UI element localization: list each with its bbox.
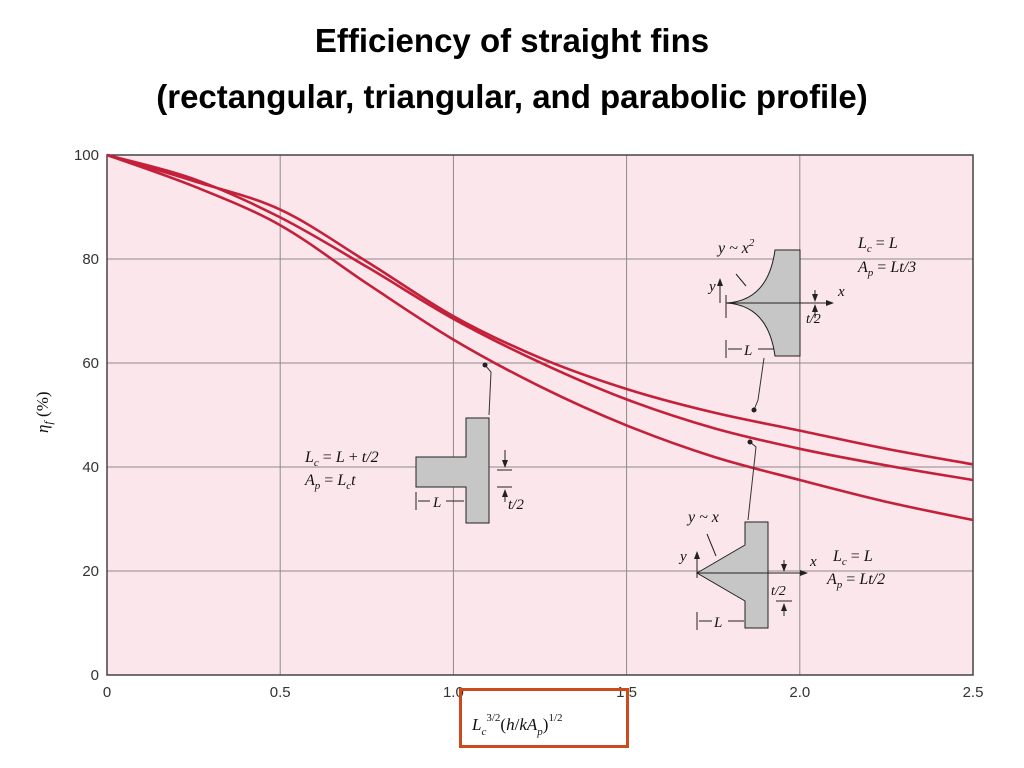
triangular-fin-shape <box>696 521 769 629</box>
curve-triangular <box>106 153 974 466</box>
x-tick-label: 2.5 <box>963 684 984 701</box>
curve-parabolic <box>106 153 974 522</box>
parabolic-half-thickness: t/2 <box>806 312 821 327</box>
rectangular-length: L <box>432 495 441 511</box>
x-tick-label: 2.0 <box>789 684 810 701</box>
triangular-half-thickness: t/2 <box>771 584 786 599</box>
x-axis-label: Lc3/2(h/kAp)1/2 <box>471 712 563 738</box>
leader-lines <box>482 357 765 521</box>
parabolic-y-axis: y <box>707 279 716 295</box>
leader-rectangular <box>484 364 492 416</box>
leader-parabolic <box>753 357 765 411</box>
y-tick-label: 60 <box>82 355 99 372</box>
plot-area <box>107 155 973 675</box>
axes <box>106 154 974 676</box>
x-tick-label: 1.0 <box>443 684 464 701</box>
rectangular-fin-annotation: Lc = L + t/2 Ap = Lct L t/2 <box>304 417 524 524</box>
triangular-length: L <box>713 615 722 631</box>
triangular-y-axis: y <box>678 549 687 565</box>
y-tick-labels: 0 20 40 60 80 100 <box>74 147 99 684</box>
curve-rectangular <box>106 153 974 482</box>
rectangular-fin-shape <box>415 417 490 524</box>
y-tick-label: 40 <box>82 459 99 476</box>
rectangular-lc: Lc = L + t/2 <box>304 449 379 469</box>
parabolic-profile-eq: y ~ x2 <box>716 237 755 257</box>
x-tick-label: 0 <box>103 684 111 701</box>
triangular-profile-eq: y ~ x <box>686 509 719 526</box>
y-tick-label: 20 <box>82 563 99 580</box>
parabolic-length: L <box>743 343 752 359</box>
y-tick-label: 100 <box>74 147 99 164</box>
x-tick-label: 0.5 <box>270 684 291 701</box>
title-line-2: (rectangular, triangular, and parabolic … <box>156 78 868 115</box>
leader-triangular <box>747 441 757 521</box>
y-tick-label: 80 <box>82 251 99 268</box>
title-line-1: Efficiency of straight fins <box>314 22 710 59</box>
rectangular-half-thickness: t/2 <box>508 497 524 513</box>
y-axis-label: ηf (%) <box>33 391 55 433</box>
y-tick-label: 0 <box>91 667 99 684</box>
parabolic-x-axis: x <box>837 284 845 300</box>
plot-frame <box>106 154 974 676</box>
triangular-x-axis: x <box>809 554 817 570</box>
x-axis-label-highlight-box <box>459 688 629 748</box>
efficiency-curves <box>106 153 974 522</box>
